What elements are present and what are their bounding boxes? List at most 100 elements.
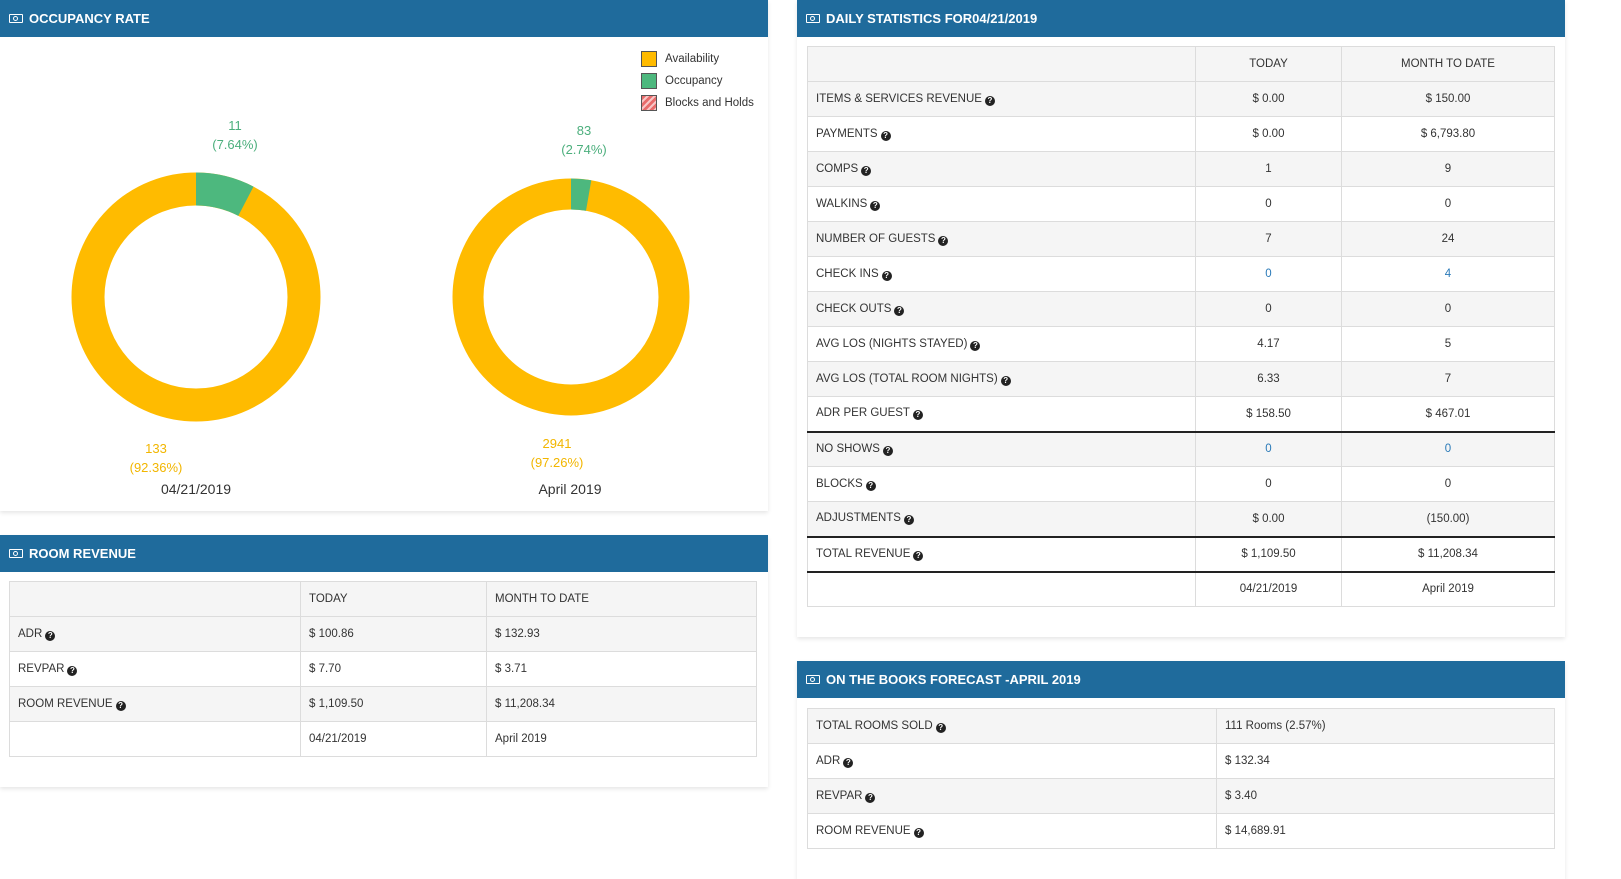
help-icon[interactable]: ? (880, 130, 891, 141)
row-label: REVPAR? (9, 651, 301, 687)
cell-today: 7 (1195, 221, 1342, 257)
row-label: ADR PER GUEST? (807, 396, 1196, 432)
legend-item-availability[interactable]: Availability (641, 48, 754, 70)
help-icon[interactable]: ? (865, 792, 876, 803)
help-icon[interactable]: ? (935, 722, 946, 733)
help-icon[interactable]: ? (912, 410, 923, 421)
help-icon[interactable]: ? (913, 827, 924, 838)
table-header-row: TODAY MONTH TO DATE (807, 46, 1555, 82)
chart-legend: Availability Occupancy Blocks and Holds (641, 48, 754, 114)
help-icon[interactable]: ? (913, 550, 924, 561)
help-icon[interactable]: ? (865, 480, 876, 491)
cell-mtd: (150.00) (1341, 501, 1555, 537)
help-icon[interactable]: ? (881, 270, 892, 281)
help-icon[interactable]: ? (970, 340, 981, 351)
table-header-blank (9, 581, 301, 617)
table-header-blank (807, 46, 1196, 82)
cell-mtd: $ 132.93 (486, 616, 757, 652)
row-label: NO SHOWS? (807, 430, 1196, 467)
room-revenue-title: ROOM REVENUE (29, 546, 136, 561)
table-row: BLOCKS? 0 0 (807, 466, 1555, 502)
cell-today: 0 (1195, 291, 1342, 327)
cell-today: 1 (1195, 151, 1342, 187)
legend-label: Availability (665, 53, 720, 65)
footer-mtd: April 2019 (1341, 571, 1555, 607)
help-icon[interactable]: ? (894, 305, 905, 316)
money-icon (806, 14, 820, 23)
help-icon[interactable]: ? (843, 757, 854, 768)
month-availability-slice[interactable] (452, 178, 690, 416)
help-icon[interactable]: ? (45, 630, 56, 641)
cell-mtd: $ 11,208.34 (486, 686, 757, 722)
row-label: WALKINS? (807, 186, 1196, 222)
month-occupancy-value: 83 (576, 123, 592, 138)
legend-item-occupancy[interactable]: Occupancy (641, 70, 754, 92)
table-footer-row: 04/21/2019 April 2019 (807, 571, 1555, 607)
row-value: $ 14,689.91 (1216, 813, 1555, 849)
footer-today: 04/21/2019 (1195, 571, 1342, 607)
forecast-title: ON THE BOOKS FORECAST -APRIL 2019 (826, 672, 1081, 687)
table-row: ROOM REVENUE? $ 1,109.50 $ 11,208.34 (9, 686, 757, 722)
row-label: ADR? (9, 616, 301, 652)
cell-mtd: $ 467.01 (1341, 396, 1555, 432)
month-occupancy-label: 83 (2.74%) (544, 121, 624, 159)
cell-mtd: 5 (1341, 326, 1555, 362)
row-label: AVG LOS (NIGHTS STAYED)? (807, 326, 1196, 362)
day-occupancy-value: 11 (228, 118, 242, 133)
help-icon[interactable]: ? (861, 165, 872, 176)
cell-today: 4.17 (1195, 326, 1342, 362)
month-occupancy-slice[interactable] (571, 178, 592, 211)
daily-statistics-panel: DAILY STATISTICS FOR04/21/2019 TODAY MON… (797, 0, 1565, 637)
table-row: CHECK OUTS? 0 0 (807, 291, 1555, 327)
help-icon[interactable]: ? (984, 95, 995, 106)
cell-today: $ 1,109.50 (300, 686, 487, 722)
month-occupancy-donut[interactable] (451, 177, 691, 417)
cell-mtd: $ 150.00 (1341, 81, 1555, 117)
day-availability-slice[interactable] (71, 172, 321, 422)
money-icon (806, 675, 820, 684)
table-row: ADR PER GUEST? $ 158.50 $ 467.01 (807, 396, 1555, 432)
cell-mtd: 7 (1341, 361, 1555, 397)
table-row: WALKINS? 0 0 (807, 186, 1555, 222)
help-icon[interactable]: ? (882, 445, 893, 456)
help-icon[interactable]: ? (938, 235, 949, 246)
row-label: ROOM REVENUE? (9, 686, 301, 722)
cell-today: 0 (1195, 466, 1342, 502)
help-icon[interactable]: ? (903, 515, 914, 526)
help-icon[interactable]: ? (870, 200, 881, 211)
help-icon[interactable]: ? (1000, 375, 1011, 386)
cell-today[interactable]: 0 (1195, 256, 1342, 292)
cell-mtd[interactable]: 4 (1341, 256, 1555, 292)
row-value: 111 Rooms (2.57%) (1216, 708, 1555, 744)
cell-today: $ 158.50 (1195, 396, 1342, 432)
legend-item-blocks-holds[interactable]: Blocks and Holds (641, 92, 754, 114)
row-label: CHECK OUTS? (807, 291, 1196, 327)
cell-today: $ 100.86 (300, 616, 487, 652)
table-header-mtd: MONTH TO DATE (1341, 46, 1555, 82)
legend-swatch-occupancy (641, 73, 657, 89)
cell-today: $ 0.00 (1195, 81, 1342, 117)
help-icon[interactable]: ? (115, 700, 126, 711)
footer-mtd: April 2019 (486, 721, 757, 757)
cell-mtd: $ 6,793.80 (1341, 116, 1555, 152)
cell-mtd: 0 (1341, 186, 1555, 222)
row-label: PAYMENTS? (807, 116, 1196, 152)
help-icon[interactable]: ? (67, 665, 78, 676)
footer-blank (9, 721, 301, 757)
month-availability-value: 2941 (542, 436, 572, 451)
row-value: $ 3.40 (1216, 778, 1555, 814)
table-footer-row: 04/21/2019 April 2019 (9, 721, 757, 757)
day-occupancy-slice[interactable] (196, 172, 254, 216)
month-occupancy-pct: (2.74%) (561, 142, 607, 157)
cell-today[interactable]: 0 (1195, 430, 1342, 467)
legend-swatch-availability (641, 51, 657, 67)
table-row: COMPS? 1 9 (807, 151, 1555, 187)
legend-swatch-blocks-holds (641, 95, 657, 111)
day-occupancy-label: 11 (7.64%) (195, 116, 275, 154)
table-row: AVG LOS (NIGHTS STAYED)? 4.17 5 (807, 326, 1555, 362)
day-availability-pct: (92.36%) (129, 460, 183, 475)
cell-today: $ 1,109.50 (1195, 535, 1342, 573)
table-row: ADR? $ 132.34 (807, 743, 1555, 779)
day-occupancy-donut[interactable] (70, 171, 322, 423)
cell-mtd[interactable]: 0 (1341, 430, 1555, 467)
